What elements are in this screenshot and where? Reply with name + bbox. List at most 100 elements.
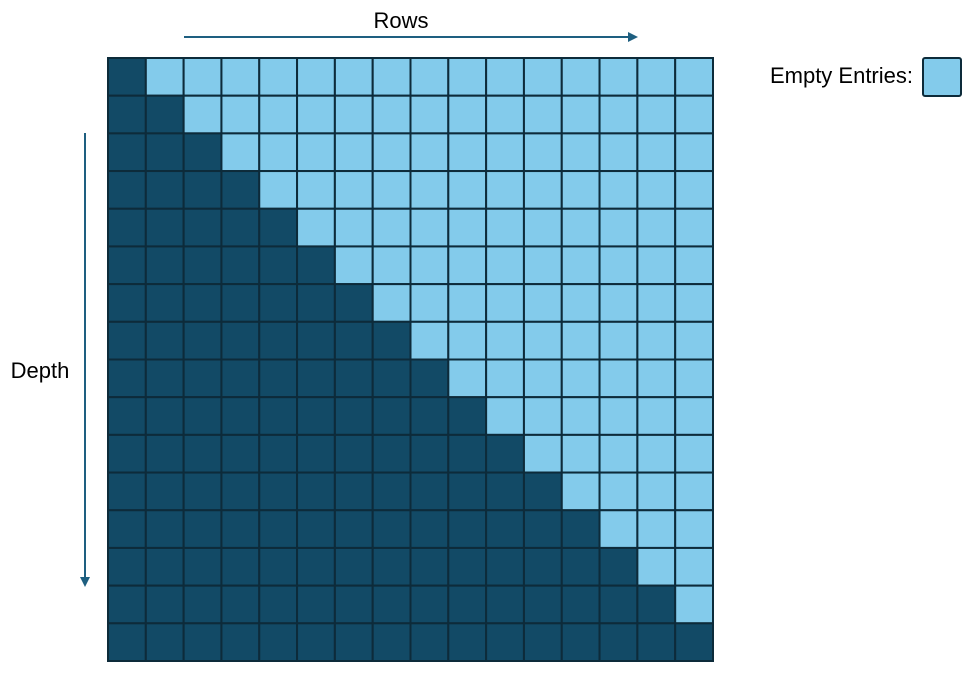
- filled-cell: [182, 584, 223, 625]
- empty-cell: [560, 57, 601, 97]
- filled-cell: [107, 584, 147, 625]
- filled-cell: [333, 546, 374, 587]
- filled-cell: [560, 622, 601, 662]
- empty-cell: [371, 245, 412, 286]
- filled-cell: [182, 132, 223, 173]
- filled-cell: [636, 584, 677, 625]
- filled-cell: [258, 245, 299, 286]
- empty-cell: [220, 132, 261, 173]
- filled-cell: [560, 546, 601, 587]
- filled-cell: [107, 170, 147, 210]
- filled-cell: [333, 622, 374, 662]
- filled-cell: [220, 546, 261, 587]
- filled-cell: [107, 94, 147, 135]
- empty-cell: [409, 283, 450, 323]
- empty-cell: [371, 207, 412, 248]
- filled-cell: [144, 320, 185, 361]
- empty-cell: [560, 433, 601, 474]
- empty-cell: [485, 170, 525, 210]
- empty-cell: [522, 57, 563, 97]
- filled-cell: [485, 584, 525, 625]
- empty-cell: [674, 132, 715, 173]
- filled-cell: [522, 546, 563, 587]
- empty-cell: [674, 546, 715, 587]
- empty-cell: [296, 170, 336, 210]
- filled-cell: [144, 622, 185, 662]
- filled-cell: [485, 509, 525, 549]
- filled-cell: [371, 471, 412, 512]
- filled-cell: [409, 433, 450, 474]
- empty-cell: [447, 320, 488, 361]
- empty-cell: [598, 509, 639, 549]
- empty-cell: [258, 94, 299, 135]
- filled-cell: [107, 471, 147, 512]
- filled-cell: [296, 546, 336, 587]
- empty-cell: [560, 358, 601, 399]
- empty-cell: [674, 509, 715, 549]
- empty-cell: [485, 283, 525, 323]
- filled-cell: [447, 433, 488, 474]
- filled-cell: [107, 207, 147, 248]
- empty-cell: [598, 358, 639, 399]
- filled-cell: [182, 546, 223, 587]
- empty-cell: [485, 245, 525, 286]
- filled-cell: [258, 471, 299, 512]
- empty-cell: [598, 320, 639, 361]
- empty-cell: [447, 245, 488, 286]
- empty-cell: [674, 320, 715, 361]
- empty-cell: [447, 358, 488, 399]
- filled-cell: [371, 358, 412, 399]
- empty-cell: [636, 245, 677, 286]
- filled-cell: [182, 283, 223, 323]
- filled-cell: [220, 245, 261, 286]
- filled-cell: [409, 396, 450, 436]
- filled-cell: [522, 622, 563, 662]
- filled-cell: [107, 396, 147, 436]
- filled-cell: [296, 396, 336, 436]
- filled-cell: [220, 509, 261, 549]
- filled-cell: [447, 509, 488, 549]
- filled-cell: [258, 546, 299, 587]
- filled-cell: [258, 207, 299, 248]
- empty-cell: [371, 94, 412, 135]
- filled-cell: [598, 622, 639, 662]
- filled-cell: [144, 546, 185, 587]
- filled-cell: [485, 433, 525, 474]
- filled-cell: [258, 358, 299, 399]
- empty-cell: [560, 320, 601, 361]
- filled-cell: [371, 622, 412, 662]
- filled-cell: [182, 170, 223, 210]
- empty-cell: [296, 94, 336, 135]
- filled-cell: [447, 471, 488, 512]
- filled-cell: [107, 546, 147, 587]
- filled-cell: [296, 320, 336, 361]
- empty-cell: [674, 471, 715, 512]
- empty-cell: [447, 207, 488, 248]
- empty-cell: [598, 471, 639, 512]
- filled-cell: [220, 471, 261, 512]
- filled-cell: [220, 584, 261, 625]
- empty-cell: [636, 396, 677, 436]
- filled-cell: [107, 320, 147, 361]
- empty-cell: [371, 132, 412, 173]
- empty-cell: [674, 283, 715, 323]
- filled-cell: [107, 433, 147, 474]
- empty-cell: [674, 433, 715, 474]
- filled-cell: [144, 132, 185, 173]
- empty-cell: [598, 396, 639, 436]
- empty-cell: [409, 245, 450, 286]
- filled-cell: [144, 94, 185, 135]
- empty-cell: [598, 245, 639, 286]
- filled-cell: [144, 170, 185, 210]
- filled-cell: [560, 509, 601, 549]
- filled-cell: [333, 509, 374, 549]
- filled-cell: [447, 396, 488, 436]
- empty-cell: [522, 132, 563, 173]
- empty-cell: [296, 57, 336, 97]
- empty-cell: [598, 283, 639, 323]
- empty-cell: [371, 57, 412, 97]
- empty-cell: [636, 94, 677, 135]
- legend-label: Empty Entries:: [770, 63, 913, 88]
- filled-cell: [107, 358, 147, 399]
- empty-cell: [636, 283, 677, 323]
